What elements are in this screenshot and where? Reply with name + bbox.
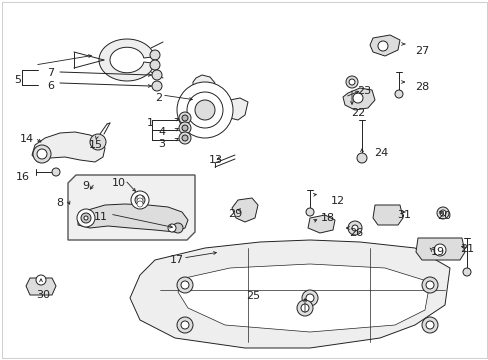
Circle shape <box>305 208 313 216</box>
Circle shape <box>84 216 88 220</box>
Circle shape <box>348 79 354 85</box>
Circle shape <box>179 112 191 124</box>
Text: 28: 28 <box>414 82 428 92</box>
Circle shape <box>168 224 176 232</box>
Polygon shape <box>193 75 215 95</box>
Polygon shape <box>178 264 429 332</box>
Polygon shape <box>32 132 105 162</box>
Circle shape <box>346 76 357 88</box>
Text: 26: 26 <box>348 228 363 238</box>
Circle shape <box>177 317 193 333</box>
Polygon shape <box>415 238 464 260</box>
Circle shape <box>179 132 191 144</box>
Polygon shape <box>369 35 399 56</box>
Circle shape <box>90 134 106 150</box>
Polygon shape <box>26 278 56 295</box>
Circle shape <box>425 281 433 289</box>
Circle shape <box>52 168 60 176</box>
Circle shape <box>182 115 187 121</box>
Circle shape <box>296 300 312 316</box>
Circle shape <box>131 191 149 209</box>
Circle shape <box>77 209 95 227</box>
Circle shape <box>351 225 357 231</box>
Polygon shape <box>224 98 247 120</box>
Text: 29: 29 <box>227 209 242 219</box>
Text: 9: 9 <box>82 181 89 191</box>
Text: 7: 7 <box>47 68 54 78</box>
Text: 25: 25 <box>245 291 260 301</box>
Circle shape <box>182 135 187 141</box>
Circle shape <box>152 81 162 91</box>
Text: 11: 11 <box>94 212 108 222</box>
Text: 1: 1 <box>147 118 154 128</box>
Text: 21: 21 <box>459 244 473 254</box>
Circle shape <box>347 221 361 235</box>
Circle shape <box>186 92 223 128</box>
Text: 17: 17 <box>170 255 184 265</box>
Polygon shape <box>130 240 449 348</box>
Text: 18: 18 <box>320 213 334 223</box>
Circle shape <box>302 290 317 306</box>
Text: 10: 10 <box>112 178 126 188</box>
Circle shape <box>356 153 366 163</box>
Circle shape <box>181 321 189 329</box>
Circle shape <box>37 149 47 159</box>
Text: 23: 23 <box>356 86 370 96</box>
Circle shape <box>301 304 308 312</box>
Text: 30: 30 <box>36 290 50 300</box>
Circle shape <box>421 317 437 333</box>
Polygon shape <box>68 175 195 240</box>
Text: 22: 22 <box>350 108 365 118</box>
Text: 27: 27 <box>414 46 428 56</box>
Circle shape <box>305 294 313 302</box>
Circle shape <box>352 93 362 103</box>
Text: 24: 24 <box>373 148 387 158</box>
Polygon shape <box>372 205 402 225</box>
Circle shape <box>195 100 215 120</box>
Circle shape <box>394 90 402 98</box>
Text: 6: 6 <box>47 81 54 91</box>
Circle shape <box>81 213 91 223</box>
Circle shape <box>135 195 145 205</box>
Circle shape <box>173 223 183 233</box>
Text: 19: 19 <box>430 247 444 257</box>
Circle shape <box>177 82 232 138</box>
Text: 5: 5 <box>14 75 21 85</box>
Text: 4: 4 <box>158 127 165 137</box>
Circle shape <box>425 321 433 329</box>
Polygon shape <box>231 198 258 222</box>
Text: 2: 2 <box>155 93 162 103</box>
Text: 12: 12 <box>330 196 345 206</box>
Circle shape <box>182 125 187 131</box>
Circle shape <box>36 275 46 285</box>
Circle shape <box>152 70 162 80</box>
Circle shape <box>150 50 160 60</box>
Circle shape <box>377 41 387 51</box>
Text: 13: 13 <box>208 155 223 165</box>
Text: 3: 3 <box>158 139 164 149</box>
Circle shape <box>179 122 191 134</box>
Circle shape <box>33 145 51 163</box>
Text: 15: 15 <box>89 140 103 150</box>
Circle shape <box>436 207 448 219</box>
Circle shape <box>462 268 470 276</box>
Polygon shape <box>342 88 374 110</box>
Polygon shape <box>307 215 334 233</box>
Circle shape <box>137 198 142 204</box>
Text: 16: 16 <box>16 172 30 182</box>
Text: 20: 20 <box>436 211 450 221</box>
Polygon shape <box>99 39 154 81</box>
Circle shape <box>421 277 437 293</box>
Text: 31: 31 <box>396 210 410 220</box>
Circle shape <box>177 277 193 293</box>
Circle shape <box>137 201 142 207</box>
Circle shape <box>433 244 445 256</box>
Circle shape <box>150 60 160 70</box>
Circle shape <box>439 210 445 216</box>
Polygon shape <box>78 204 187 232</box>
Text: 14: 14 <box>20 134 34 144</box>
Circle shape <box>137 195 142 201</box>
Text: 8: 8 <box>56 198 63 208</box>
Circle shape <box>181 281 189 289</box>
